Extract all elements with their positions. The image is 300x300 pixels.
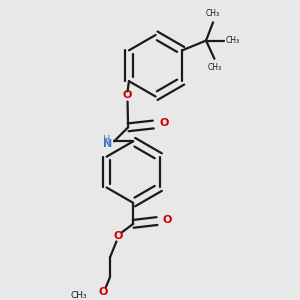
Text: N: N (103, 139, 113, 148)
Text: CH₃: CH₃ (71, 291, 88, 300)
Text: O: O (159, 118, 169, 128)
Text: CH₃: CH₃ (207, 63, 221, 72)
Text: O: O (98, 287, 108, 297)
Text: O: O (163, 215, 172, 225)
Text: O: O (123, 90, 132, 100)
Text: CH₃: CH₃ (226, 36, 240, 45)
Text: CH₃: CH₃ (206, 9, 220, 18)
Text: O: O (113, 232, 122, 242)
Text: H: H (103, 135, 110, 145)
